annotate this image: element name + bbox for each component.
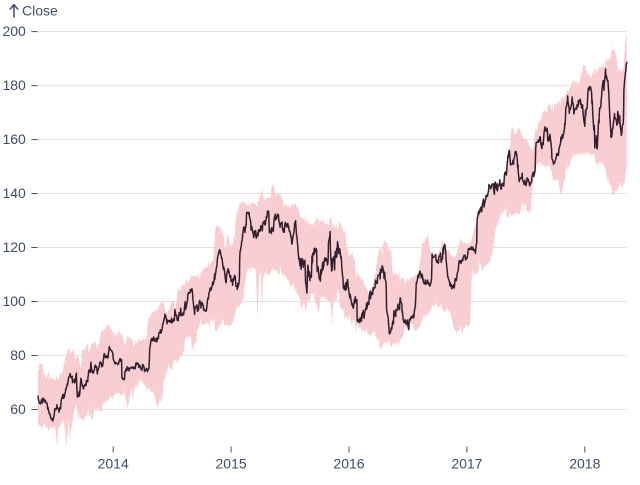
svg-text:200: 200 — [2, 23, 26, 39]
svg-text:2018: 2018 — [569, 456, 600, 472]
svg-text:120: 120 — [2, 239, 26, 255]
svg-text:100: 100 — [2, 293, 26, 309]
svg-text:160: 160 — [2, 131, 26, 147]
svg-text:2017: 2017 — [451, 456, 482, 472]
svg-text:60: 60 — [10, 401, 26, 417]
svg-text:2016: 2016 — [333, 456, 364, 472]
svg-text:Close: Close — [22, 3, 58, 19]
svg-text:2014: 2014 — [98, 456, 129, 472]
svg-text:180: 180 — [2, 77, 26, 93]
svg-text:2015: 2015 — [216, 456, 247, 472]
svg-text:80: 80 — [10, 347, 26, 363]
svg-text:140: 140 — [2, 185, 26, 201]
